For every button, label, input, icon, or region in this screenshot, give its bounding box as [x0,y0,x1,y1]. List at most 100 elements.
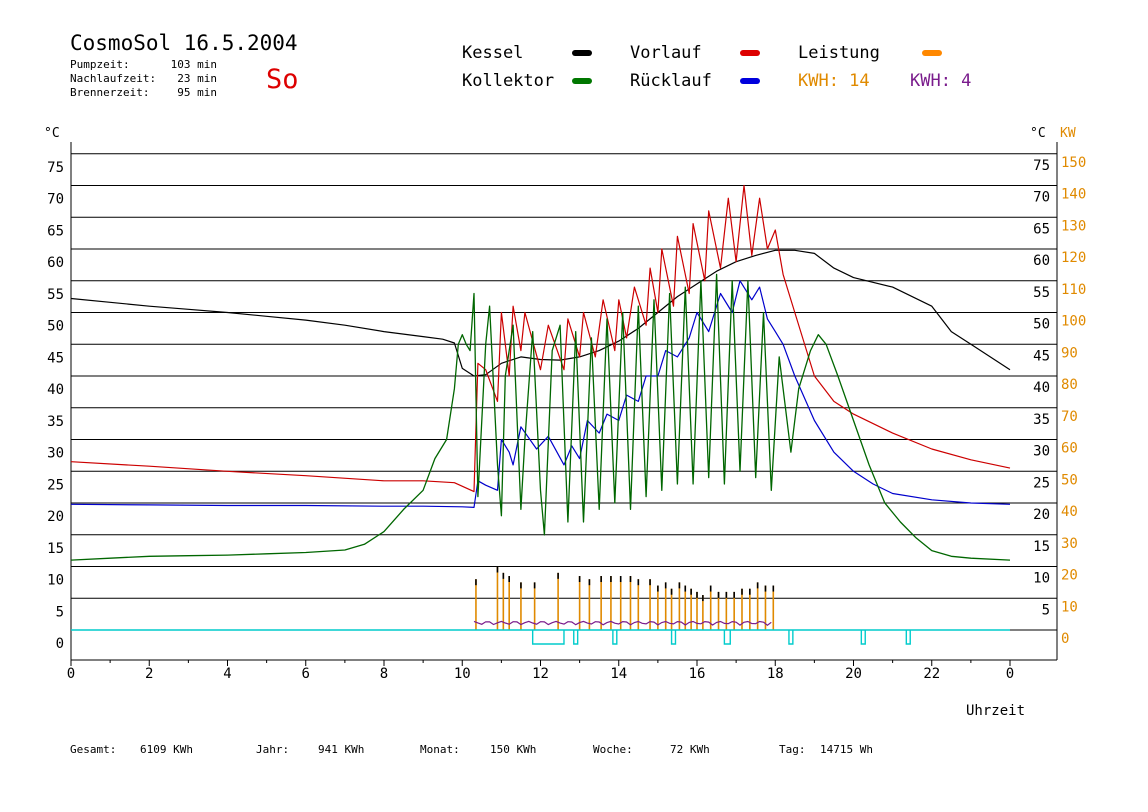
stat-pumpzeit-label: Pumpzeit: [70,58,130,71]
leistung2-line [473,620,772,626]
y-left-tick-label: 50 [47,319,64,335]
footer-jahr-value: 941 KWh [318,743,364,756]
axis-ticks: 0510152025303540455055606570755101520253… [47,155,1086,682]
y-right-kw-tick-label: 120 [1061,250,1086,266]
legend-swatch-kollektor [572,78,592,84]
y-left-tick-label: 35 [47,414,64,430]
stats-block: Pumpzeit: 103 min Nachlaufzeit: 23 min B… [70,58,217,99]
legend-kwh-leistung: KWH: 14 [798,71,870,91]
series-line-kessel [70,249,1011,377]
y-right-kw-tick-label: 100 [1061,314,1086,330]
x-tick-label: 20 [845,666,862,682]
series-line-kollektor [70,273,1011,561]
pump-signal [71,629,1010,645]
stat-brennerzeit-value: 95 min [177,86,217,99]
legend-swatch-leistung [922,50,942,56]
footer-tag-value: 14715 Wh [820,743,873,756]
x-tick-label: 6 [302,666,310,682]
y-right-tick-label: 40 [1033,380,1050,396]
y-right-tick-label: 75 [1033,158,1050,174]
y-left-tick-label: 45 [47,350,64,366]
x-tick-label: 22 [923,666,940,682]
y-right-kw-tick-label: 140 [1061,187,1086,203]
y-right-tick-label: 15 [1033,539,1050,555]
x-tick-label: 2 [145,666,153,682]
x-tick-label: 4 [223,666,231,682]
y-right-tick-label: 50 [1033,317,1050,333]
pump-pulse [788,630,794,645]
series-line-vorlauf [70,184,1011,493]
footer-tag-label: Tag: [779,743,806,756]
y-right-kw-tick-label: 80 [1061,377,1078,393]
y-right-tick-label: 45 [1033,348,1050,364]
leistung-bars [473,566,775,630]
series-lines [70,184,1011,561]
y-right-tick-label: 5 [1042,602,1050,618]
y-left-tick-label: 10 [47,573,64,589]
legend-label-ruecklauf: Rücklauf [630,71,712,91]
pump-pulse [670,630,677,645]
y-right-kw-tick-label: 10 [1061,599,1078,615]
y-left-tick-label: 60 [47,255,64,271]
footer-gesamt-value: 6109 KWh [140,743,193,756]
y-left-tick-label: 25 [47,477,64,493]
y-right-tick-label: 55 [1033,285,1050,301]
legend: Kessel Vorlauf Leistung Kollektor Rückla… [462,43,971,91]
stat-brennerzeit-label: Brennerzeit: [70,86,149,99]
legend-label-vorlauf: Vorlauf [630,43,702,63]
legend-label-leistung: Leistung [798,43,880,63]
y-right-kw-tick-label: 30 [1061,536,1078,552]
y-left-tick-label: 55 [47,287,64,303]
x-tick-label: 12 [532,666,549,682]
legend-swatch-vorlauf [740,50,760,56]
series-line-ruecklauf [70,280,1011,508]
legend-label-kessel: Kessel [462,43,523,63]
y-right-kw-tick-label: 150 [1061,155,1086,171]
footer-monat-label: Monat: [420,743,460,756]
y-right-tick-label: 25 [1033,475,1050,491]
legend-label-kollektor: Kollektor [462,71,554,91]
y-right-tick-label: 10 [1033,571,1050,587]
y-right-kw-unit-label: KW [1060,126,1076,141]
y-left-tick-label: 40 [47,382,64,398]
footer-totals: Gesamt: 6109 KWh Jahr: 941 KWh Monat: 15… [70,743,873,756]
y-left-tick-label: 75 [47,160,64,176]
y-right-kw-tick-label: 20 [1061,568,1078,584]
stat-pumpzeit-value: 103 min [171,58,217,71]
pump-pulse [905,630,911,645]
day-label: So [266,64,299,95]
grid-lines [70,142,1058,661]
y-right-tick-label: 20 [1033,507,1050,523]
y-right-tick-label: 60 [1033,253,1050,269]
x-tick-label: 14 [610,666,627,682]
chart-title: CosmoSol 16.5.2004 [70,31,298,55]
y-right-kw-tick-label: 40 [1061,504,1078,520]
y-right-kw-tick-label: 60 [1061,441,1078,457]
stat-nachlaufzeit-label: Nachlaufzeit: [70,72,156,85]
y-left-tick-label: 0 [56,636,64,652]
y-right-tick-label: 30 [1033,444,1050,460]
y-right-kw-tick-label: 50 [1061,472,1078,488]
footer-gesamt-label: Gesamt: [70,743,116,756]
stat-nachlaufzeit-value: 23 min [177,72,217,85]
x-tick-label: 18 [767,666,784,682]
y-right-kw-tick-label: 70 [1061,409,1078,425]
y-left-tick-label: 15 [47,541,64,557]
footer-woche-label: Woche: [593,743,633,756]
y-left-tick-label: 30 [47,446,64,462]
y-right-kw-tick-label: 130 [1061,218,1086,234]
footer-monat-value: 150 KWh [490,743,536,756]
y-right-kw-tick-label: 0 [1061,631,1069,647]
pump-pulse [573,630,579,645]
x-tick-label: 10 [454,666,471,682]
y-left-tick-label: 5 [56,604,64,620]
y-right-kw-tick-label: 90 [1061,345,1078,361]
pump-pulse [531,630,565,645]
x-tick-label: 0 [67,666,75,682]
y-left-unit-label: °C [44,126,60,141]
pump-pulse [612,630,618,645]
y-right-unit-label: °C [1030,126,1046,141]
footer-woche-value: 72 KWh [670,743,710,756]
pump-pulse [860,630,866,645]
y-left-tick-label: 70 [47,192,64,208]
